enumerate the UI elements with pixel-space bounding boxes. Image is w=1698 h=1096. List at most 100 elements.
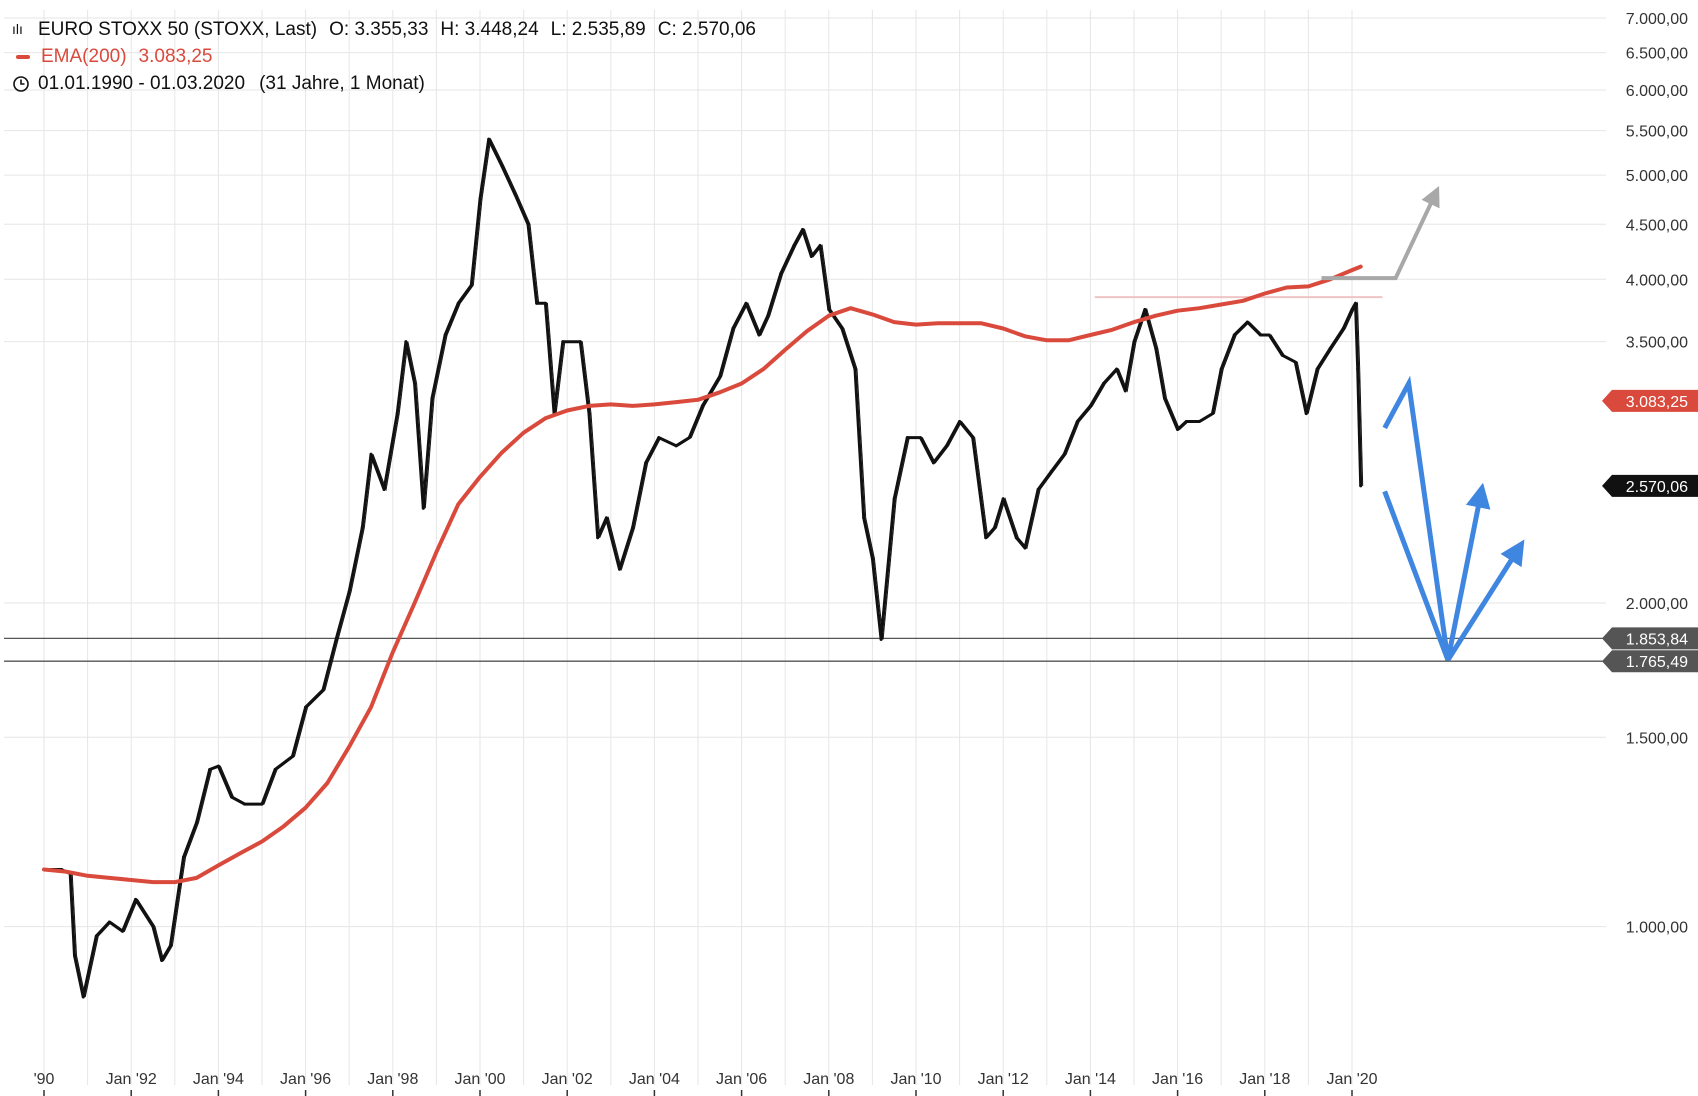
x-tick-label: Jan '10: [890, 1071, 941, 1088]
y-tick-label: 5.000,00: [1626, 168, 1688, 185]
price-point: [596, 536, 600, 540]
price-point: [1258, 333, 1262, 337]
price-point: [195, 820, 199, 824]
price-point: [792, 244, 796, 248]
price-point: [1014, 536, 1018, 540]
ema-price-badge: 3.083,25: [1602, 389, 1698, 412]
price-point: [1328, 346, 1332, 350]
price-point: [1210, 412, 1214, 416]
price-point: [631, 526, 635, 530]
price-point: [1036, 488, 1040, 492]
y-tick-label: 7.000,00: [1626, 11, 1688, 28]
price-badge-label: 1.765,49: [1626, 654, 1688, 671]
price-point: [618, 567, 622, 571]
price-point: [1132, 340, 1136, 344]
x-tick-label: Jan '16: [1152, 1071, 1203, 1088]
price-point: [304, 705, 308, 709]
reference-lines: [4, 296, 1606, 662]
legend-ema-row: EMA(200) 3.083,25: [12, 43, 756, 70]
price-badge-shape: [1602, 627, 1698, 650]
price-point: [1075, 419, 1079, 423]
price-point: [1197, 419, 1201, 423]
price-point: [182, 855, 186, 859]
price-point: [134, 897, 138, 901]
price-point: [1356, 367, 1360, 371]
ema-swatch: [16, 54, 30, 59]
price-point: [273, 768, 277, 772]
price-point: [862, 516, 866, 520]
price-point: [382, 488, 386, 492]
support-high-badge: 1.853,84: [1602, 627, 1698, 650]
price-point: [827, 307, 831, 311]
chart-legend: ılı EURO STOXX 50 (STOXX, Last) O: 3.355…: [12, 16, 756, 97]
price-point: [543, 301, 547, 305]
price-point: [120, 929, 124, 933]
price-point: [801, 228, 805, 232]
y-tick-label: 2.000,00: [1626, 596, 1688, 613]
price-point: [421, 506, 425, 510]
price-point: [918, 436, 922, 440]
ema-series-line: [42, 264, 1363, 885]
price-series-wick: [46, 137, 1364, 998]
plot-area[interactable]: [42, 137, 1364, 999]
price-point: [971, 436, 975, 440]
price-point: [766, 314, 770, 318]
price-point: [1049, 470, 1053, 474]
price-point: [443, 333, 447, 337]
legend-ohlc-row: ılı EURO STOXX 50 (STOXX, Last) O: 3.355…: [12, 16, 756, 43]
x-tick-label: Jan '14: [1065, 1071, 1116, 1088]
price-point: [853, 367, 857, 371]
y-tick-label: 6.000,00: [1626, 83, 1688, 100]
price-badge-shape: [1602, 650, 1698, 673]
x-tick-label: Jan '20: [1326, 1071, 1377, 1088]
ema-value: 3.083,25: [138, 46, 213, 67]
axes: 7.000,00 6.500,00 6.000,00 5.500,00 5.000,00…: [34, 11, 1698, 1096]
price-point: [892, 497, 896, 501]
y-tick-label: 3.500,00: [1626, 335, 1688, 352]
price-point: [840, 326, 844, 330]
price-point: [1001, 497, 1005, 501]
price-point: [945, 444, 949, 448]
price-point: [644, 461, 648, 465]
price-point: [870, 556, 874, 560]
x-tick-label: Jan '92: [106, 1071, 157, 1088]
price-point: [1143, 307, 1147, 311]
price-point: [1293, 360, 1297, 364]
price-point: [243, 802, 247, 806]
price-point: [360, 526, 364, 530]
price-point: [657, 436, 661, 440]
price-point: [1154, 346, 1158, 350]
price-point: [674, 444, 678, 448]
price-point: [731, 326, 735, 330]
x-tick-label: Jan '06: [716, 1071, 767, 1088]
legend-range-row: 01.01.1990 - 01.03.2020 (31 Jahre, 1 Mon…: [12, 70, 756, 97]
price-point: [984, 536, 988, 540]
close-value: C: 2.570,06: [657, 19, 756, 40]
x-tick-label: '90: [34, 1071, 55, 1088]
price-point: [1350, 307, 1354, 311]
y-tick-label: 1.000,00: [1626, 920, 1688, 937]
price-point: [931, 461, 935, 465]
ema-label: EMA(200): [41, 46, 127, 67]
price-point: [369, 452, 373, 456]
close-price-badge: 2.570,06: [1602, 474, 1698, 497]
price-point: [347, 589, 351, 593]
price-point: [260, 802, 264, 806]
low-value: L: 2.535,89: [550, 19, 646, 40]
price-badge-label: 1.853,84: [1626, 631, 1688, 648]
y-tick-label: 1.500,00: [1626, 730, 1688, 747]
price-point: [587, 412, 591, 416]
grid: [4, 10, 1606, 1085]
price-point: [500, 164, 504, 168]
price-point: [1219, 367, 1223, 371]
x-tick-label: Jan '04: [629, 1071, 680, 1088]
price-point: [561, 340, 565, 344]
price-point: [905, 436, 909, 440]
x-tick-label: Jan '98: [367, 1071, 418, 1088]
price-point: [744, 301, 748, 305]
price-point: [478, 197, 482, 201]
price-point: [958, 419, 962, 423]
price-point: [779, 272, 783, 276]
x-tick-label: Jan '96: [280, 1071, 331, 1088]
candlestick-icon: ılı: [12, 21, 23, 37]
